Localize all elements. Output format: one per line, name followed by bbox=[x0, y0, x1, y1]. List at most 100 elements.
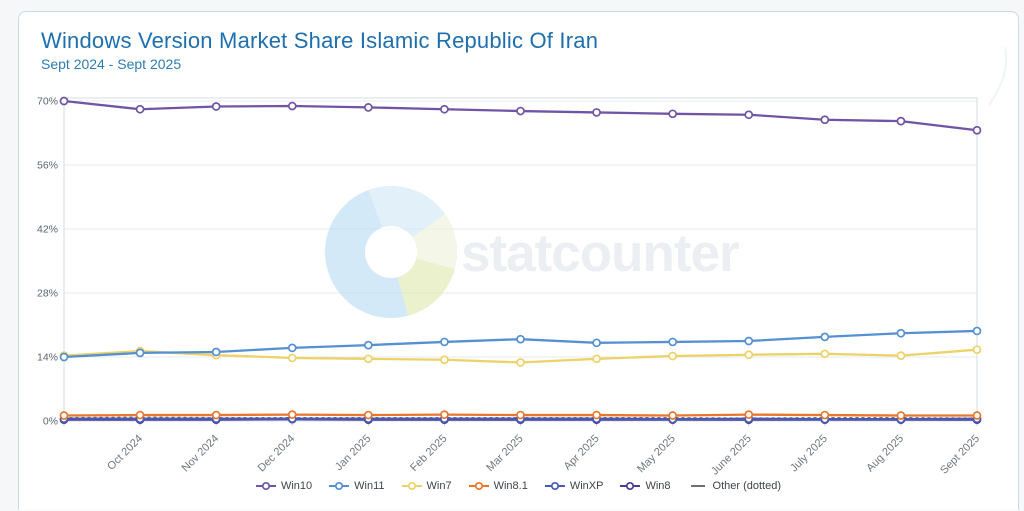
data-point-win11[interactable] bbox=[137, 349, 144, 356]
x-axis-tick-label: Sept 2025 bbox=[938, 433, 982, 477]
data-point-win8.1[interactable] bbox=[517, 412, 524, 419]
legend-marker-icon bbox=[402, 481, 422, 491]
legend-item-other-dotted-[interactable]: Other (dotted) bbox=[688, 480, 781, 492]
legend-marker-icon bbox=[620, 481, 640, 491]
y-axis-tick-label: 14% bbox=[37, 352, 58, 364]
data-point-win11[interactable] bbox=[289, 344, 296, 351]
legend-label: Win8.1 bbox=[494, 480, 528, 492]
legend-marker-icon bbox=[688, 481, 708, 491]
data-point-win8.1[interactable] bbox=[897, 412, 904, 419]
x-axis-tick-label: June 2025 bbox=[709, 433, 754, 478]
faint-corner-curve bbox=[989, 47, 1006, 105]
data-point-win11[interactable] bbox=[669, 338, 676, 345]
legend-item-win8[interactable]: Win8 bbox=[620, 480, 670, 492]
x-axis-tick-label: Dec 2024 bbox=[256, 433, 298, 475]
data-point-win8.1[interactable] bbox=[61, 412, 68, 419]
data-point-win8.1[interactable] bbox=[441, 411, 448, 418]
data-point-win7[interactable] bbox=[974, 346, 981, 353]
x-axis-tick-label: Feb 2025 bbox=[408, 433, 449, 474]
data-point-win10[interactable] bbox=[974, 127, 981, 134]
y-axis-tick-label: 70% bbox=[37, 96, 58, 108]
data-point-win8.1[interactable] bbox=[365, 412, 372, 419]
legend-label: Win7 bbox=[427, 480, 452, 492]
data-point-win8.1[interactable] bbox=[289, 411, 296, 418]
legend-item-win11[interactable]: Win11 bbox=[329, 480, 384, 492]
data-point-win8.1[interactable] bbox=[213, 412, 220, 419]
legend-marker-icon bbox=[545, 481, 565, 491]
chart-title: Windows Version Market Share Islamic Rep… bbox=[41, 28, 598, 54]
data-point-win10[interactable] bbox=[593, 109, 600, 116]
data-point-win10[interactable] bbox=[289, 103, 296, 110]
data-point-win10[interactable] bbox=[745, 111, 752, 118]
data-point-win7[interactable] bbox=[441, 356, 448, 363]
series-line-win10 bbox=[64, 101, 977, 130]
data-point-win7[interactable] bbox=[517, 359, 524, 366]
data-point-win11[interactable] bbox=[517, 336, 524, 343]
legend-marker-point bbox=[475, 483, 481, 489]
y-axis-tick-label: 56% bbox=[37, 160, 58, 172]
x-axis-tick-label: Aug 2025 bbox=[864, 433, 906, 475]
legend-label: WinXP bbox=[570, 480, 604, 492]
data-point-win10[interactable] bbox=[213, 103, 220, 110]
legend-marker-point bbox=[627, 483, 633, 489]
legend-marker-point bbox=[336, 483, 342, 489]
data-point-win11[interactable] bbox=[821, 333, 828, 340]
data-point-win11[interactable] bbox=[441, 338, 448, 345]
data-point-win11[interactable] bbox=[974, 327, 981, 334]
x-axis-tick-label: Apr 2025 bbox=[562, 433, 602, 473]
data-point-win7[interactable] bbox=[745, 351, 752, 358]
chart-legend: Win10 Win11 Win7 Win8.1 WinXP Win8 Other (dott… bbox=[19, 480, 1018, 492]
data-point-win11[interactable] bbox=[213, 348, 220, 355]
data-point-win10[interactable] bbox=[517, 108, 524, 115]
data-point-win7[interactable] bbox=[897, 352, 904, 359]
y-axis-tick-label: 28% bbox=[37, 288, 58, 300]
legend-marker-point bbox=[408, 483, 414, 489]
legend-item-winxp[interactable]: WinXP bbox=[545, 480, 604, 492]
x-axis-tick-label: Mar 2025 bbox=[484, 433, 525, 474]
legend-marker-point bbox=[552, 483, 558, 489]
data-point-win11[interactable] bbox=[897, 330, 904, 337]
y-axis-tick-label: 42% bbox=[37, 224, 58, 236]
chart-subtitle: Sept 2024 - Sept 2025 bbox=[41, 56, 181, 72]
data-point-win11[interactable] bbox=[745, 338, 752, 345]
data-point-win10[interactable] bbox=[897, 118, 904, 125]
data-point-win10[interactable] bbox=[821, 116, 828, 123]
data-point-win10[interactable] bbox=[137, 106, 144, 113]
data-point-win10[interactable] bbox=[61, 98, 68, 105]
data-point-win7[interactable] bbox=[593, 355, 600, 362]
x-axis-tick-label: Nov 2024 bbox=[180, 433, 222, 475]
legend-label: Win11 bbox=[354, 480, 384, 492]
data-point-win8.1[interactable] bbox=[137, 412, 144, 419]
data-point-win7[interactable] bbox=[821, 350, 828, 357]
watermark-donut-hole bbox=[365, 226, 417, 278]
x-axis-tick-label: July 2025 bbox=[788, 433, 830, 475]
data-point-win8.1[interactable] bbox=[974, 412, 981, 419]
data-point-win8.1[interactable] bbox=[745, 411, 752, 418]
data-point-win11[interactable] bbox=[61, 354, 68, 361]
legend-item-win10[interactable]: Win10 bbox=[256, 480, 312, 492]
legend-label: Win10 bbox=[281, 480, 312, 492]
legend-marker-icon bbox=[329, 481, 349, 491]
data-point-win11[interactable] bbox=[593, 339, 600, 346]
data-point-win7[interactable] bbox=[289, 354, 296, 361]
data-point-win8.1[interactable] bbox=[669, 412, 676, 419]
data-point-win7[interactable] bbox=[365, 355, 372, 362]
data-point-win8.1[interactable] bbox=[821, 412, 828, 419]
legend-item-win8.1[interactable]: Win8.1 bbox=[469, 480, 528, 492]
x-axis-tick-label: Jan 2025 bbox=[333, 433, 373, 473]
data-point-win11[interactable] bbox=[365, 342, 372, 349]
legend-item-win7[interactable]: Win7 bbox=[402, 480, 452, 492]
y-axis-tick-label: 0% bbox=[43, 416, 58, 428]
data-point-win10[interactable] bbox=[441, 106, 448, 113]
data-point-win10[interactable] bbox=[669, 110, 676, 117]
data-point-win10[interactable] bbox=[365, 104, 372, 111]
data-point-win8.1[interactable] bbox=[593, 412, 600, 419]
watermark-text: statcounter bbox=[461, 224, 739, 283]
x-axis-tick-label: May 2025 bbox=[635, 433, 678, 476]
legend-marker-icon bbox=[469, 481, 489, 491]
legend-marker-point bbox=[263, 483, 269, 489]
data-point-win7[interactable] bbox=[669, 353, 676, 360]
legend-label: Win8 bbox=[645, 480, 670, 492]
